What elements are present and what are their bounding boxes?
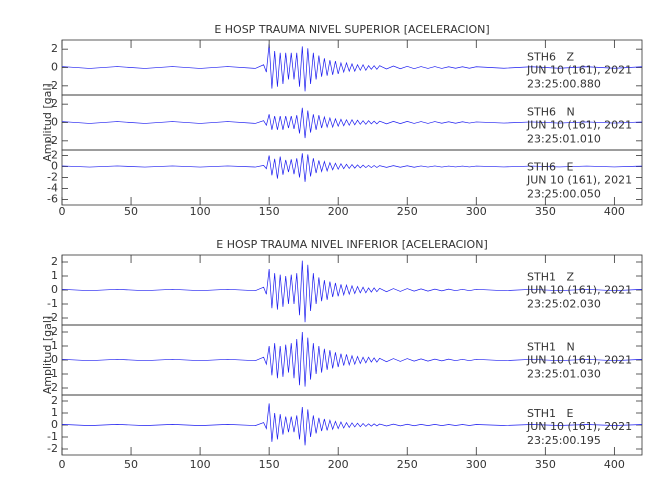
y-tick-label: 2: [51, 97, 58, 110]
x-tick-label: 300: [466, 205, 487, 218]
date-label: JUN 10 (161), 2021: [526, 64, 632, 77]
x-tick-label: 150: [259, 458, 280, 471]
x-tick-label: 350: [535, 458, 556, 471]
x-tick-label: 350: [535, 205, 556, 218]
date-label: JUN 10 (161), 2021: [526, 353, 632, 366]
x-tick-label: 200: [328, 458, 349, 471]
y-tick-label: 1: [51, 406, 58, 419]
x-tick-label: 50: [124, 458, 138, 471]
date-label: JUN 10 (161), 2021: [526, 119, 632, 132]
station-label: STH6 Z: [527, 51, 574, 64]
waveform: [61, 153, 643, 182]
station-label: STH6 E: [527, 161, 573, 174]
time-label: 23:25:01.030: [527, 367, 601, 380]
date-label: JUN 10 (161), 2021: [526, 283, 632, 296]
station-label: STH6 N: [527, 106, 575, 119]
x-tick-label: 400: [604, 205, 625, 218]
y-tick-label: -1: [47, 297, 58, 310]
chart-title: E HOSP TRAUMA NIVEL INFERIOR [ACELERACIO…: [216, 238, 487, 251]
x-tick-label: 250: [397, 458, 418, 471]
y-tick-label: 2: [51, 255, 58, 268]
time-label: 23:25:00.050: [527, 188, 601, 201]
x-tick-label: 400: [604, 458, 625, 471]
station-label: STH1 E: [527, 407, 573, 420]
y-tick-label: -6: [47, 193, 58, 206]
y-tick-label: 1: [51, 269, 58, 282]
x-tick-label: 0: [59, 205, 66, 218]
y-tick-label: 1: [51, 339, 58, 352]
y-tick-label: -2: [47, 79, 58, 92]
x-tick-label: 200: [328, 205, 349, 218]
time-label: 23:25:00.195: [527, 434, 601, 447]
x-tick-label: 0: [59, 458, 66, 471]
x-tick-label: 50: [124, 205, 138, 218]
y-tick-label: 0: [51, 116, 58, 129]
y-tick-label: 0: [51, 61, 58, 74]
y-axis-label: Amplitud [gal]: [41, 83, 54, 161]
y-tick-label: -2: [47, 381, 58, 394]
chart-title: E HOSP TRAUMA NIVEL SUPERIOR [ACELERACIO…: [214, 23, 489, 36]
waveform: [61, 43, 643, 92]
station-label: STH1 Z: [527, 270, 574, 283]
date-label: JUN 10 (161), 2021: [526, 420, 632, 433]
y-tick-label: -1: [47, 367, 58, 380]
waveform: [61, 403, 643, 446]
time-label: 23:25:01.010: [527, 133, 601, 146]
y-axis-label: Amplitud [gal]: [41, 316, 54, 394]
x-tick-label: 300: [466, 458, 487, 471]
y-tick-label: 0: [51, 283, 58, 296]
x-tick-label: 100: [190, 205, 211, 218]
y-tick-label: 2: [51, 325, 58, 338]
y-tick-label: -4: [47, 182, 58, 195]
y-tick-label: 2: [51, 149, 58, 162]
waveform: [61, 107, 643, 139]
y-tick-label: -2: [47, 134, 58, 147]
waveform: [61, 260, 643, 323]
date-label: JUN 10 (161), 2021: [526, 174, 632, 187]
y-tick-label: -2: [47, 442, 58, 455]
waveform: [61, 331, 643, 387]
time-label: 23:25:00.880: [527, 78, 601, 91]
x-tick-label: 150: [259, 205, 280, 218]
time-label: 23:25:02.030: [527, 297, 601, 310]
y-tick-label: 0: [51, 418, 58, 431]
y-tick-label: 0: [51, 353, 58, 366]
y-tick-label: -1: [47, 430, 58, 443]
y-tick-label: 2: [51, 394, 58, 407]
y-tick-label: -2: [47, 311, 58, 324]
y-tick-label: -2: [47, 171, 58, 184]
station-label: STH1 N: [527, 340, 575, 353]
y-tick-label: 0: [51, 160, 58, 173]
y-tick-label: 2: [51, 42, 58, 55]
x-tick-label: 250: [397, 205, 418, 218]
x-tick-label: 100: [190, 458, 211, 471]
